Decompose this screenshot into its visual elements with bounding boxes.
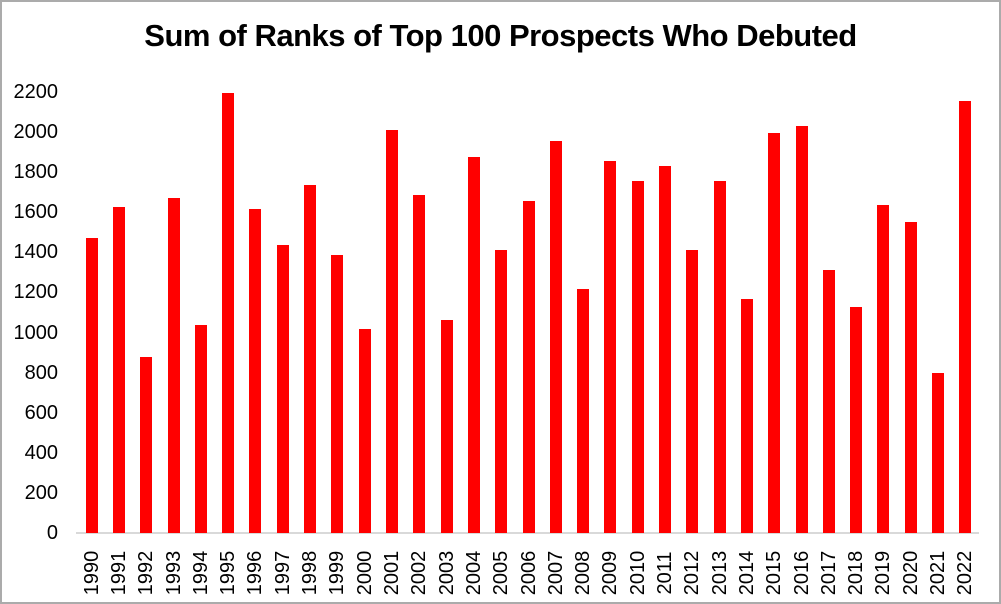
- x-axis-tick-label-2005: 2005: [490, 550, 513, 596]
- y-axis-tick-label-600: 600: [24, 401, 58, 424]
- x-axis-tick-label-1992: 1992: [135, 550, 158, 596]
- bar-1994: [194, 325, 207, 533]
- bar-2001: [385, 130, 398, 533]
- bar-2013: [713, 181, 726, 533]
- bar-1991: [112, 207, 125, 533]
- chart-title: Sum of Ranks of Top 100 Prospects Who De…: [144, 18, 857, 53]
- bar-1992: [140, 357, 153, 533]
- x-axis-tick-label-2000: 2000: [353, 550, 376, 596]
- x-axis-tick-label-2002: 2002: [408, 550, 431, 596]
- y-axis-tick-label-1600: 1600: [13, 201, 59, 224]
- x-axis-tick-label-2016: 2016: [790, 550, 813, 596]
- x-axis-tick-label-2013: 2013: [708, 550, 731, 596]
- bar-2003: [440, 320, 453, 533]
- y-axis-tick-label-1000: 1000: [13, 321, 59, 344]
- x-axis-tick-label-2020: 2020: [899, 550, 922, 596]
- x-axis-tick-label-2007: 2007: [544, 550, 567, 596]
- x-axis-tick-label-2019: 2019: [872, 550, 895, 596]
- x-axis-tick-label-2008: 2008: [572, 550, 595, 596]
- y-axis-tick-label-0: 0: [46, 522, 58, 544]
- x-axis-tick-label-2022: 2022: [954, 550, 977, 596]
- x-axis-tick-label-1996: 1996: [244, 550, 267, 596]
- bar-2015: [768, 133, 781, 533]
- bar-2014: [740, 299, 753, 533]
- x-axis-tick-label-1999: 1999: [326, 550, 349, 596]
- y-axis-tick-label-1200: 1200: [13, 281, 59, 304]
- bar-1999: [331, 255, 344, 533]
- bar-2002: [413, 195, 426, 533]
- x-axis-tick-label-1990: 1990: [80, 550, 103, 596]
- x-axis-tick-label-1995: 1995: [217, 550, 240, 596]
- x-axis-tick-label-2004: 2004: [462, 550, 485, 596]
- bar-2019: [877, 205, 890, 533]
- bar-2004: [467, 157, 480, 533]
- bar-2008: [577, 289, 590, 533]
- x-axis-tick-label-2018: 2018: [845, 550, 868, 596]
- x-axis-tick-label-2009: 2009: [599, 550, 622, 596]
- x-axis-tick-label-2011: 2011: [654, 551, 676, 595]
- y-axis-tick-label-1800: 1800: [13, 161, 59, 184]
- plot-area: [78, 92, 979, 533]
- y-axis-tick-label-2200: 2200: [13, 81, 59, 103]
- bar-2016: [795, 126, 808, 533]
- bar-1993: [167, 198, 180, 533]
- x-axis-tick-label-1991: 1991: [107, 550, 130, 596]
- x-axis-tick-label-1997: 1997: [271, 550, 294, 596]
- x-axis-tick-label-1994: 1994: [189, 550, 212, 596]
- bar-2009: [604, 161, 617, 533]
- bar-2020: [904, 222, 917, 533]
- y-axis-tick-label-800: 800: [24, 361, 58, 384]
- bar-2005: [495, 250, 508, 533]
- x-axis-tick-label-2012: 2012: [681, 550, 704, 596]
- bar-2010: [631, 181, 644, 533]
- x-axis-tick-label-2010: 2010: [626, 550, 649, 596]
- x-axis-tick-label-1998: 1998: [299, 550, 322, 596]
- bar-2017: [822, 270, 835, 533]
- bar-2021: [932, 373, 945, 533]
- bar-2007: [549, 141, 562, 533]
- x-axis-tick-label-2003: 2003: [435, 550, 458, 596]
- y-axis-tick-label-400: 400: [24, 441, 58, 464]
- y-axis-tick-label-200: 200: [24, 481, 58, 504]
- x-axis-tick-label-2006: 2006: [517, 550, 540, 596]
- bar-2018: [850, 307, 863, 533]
- bar-1990: [85, 238, 98, 533]
- bar-1996: [249, 209, 262, 533]
- x-axis-tick-label-2015: 2015: [763, 550, 786, 596]
- x-axis-tick-label-2001: 2001: [380, 550, 403, 596]
- bar-2022: [959, 101, 972, 533]
- x-axis-tick-label-2021: 2021: [927, 550, 950, 596]
- y-axis-tick-label-2000: 2000: [13, 121, 59, 144]
- x-axis-tick-label-2014: 2014: [735, 550, 758, 596]
- bar-2000: [358, 329, 371, 533]
- bar-1998: [304, 185, 317, 533]
- bar-2006: [522, 201, 535, 533]
- bar-1997: [276, 245, 289, 533]
- x-axis-tick-label-2017: 2017: [817, 550, 840, 596]
- bar-2012: [686, 250, 699, 533]
- y-axis-tick-label-1400: 1400: [13, 241, 59, 264]
- bar-1995: [222, 93, 235, 533]
- x-axis-line: [76, 532, 979, 534]
- x-axis-tick-label-1993: 1993: [162, 550, 185, 596]
- bar-2011: [659, 166, 671, 533]
